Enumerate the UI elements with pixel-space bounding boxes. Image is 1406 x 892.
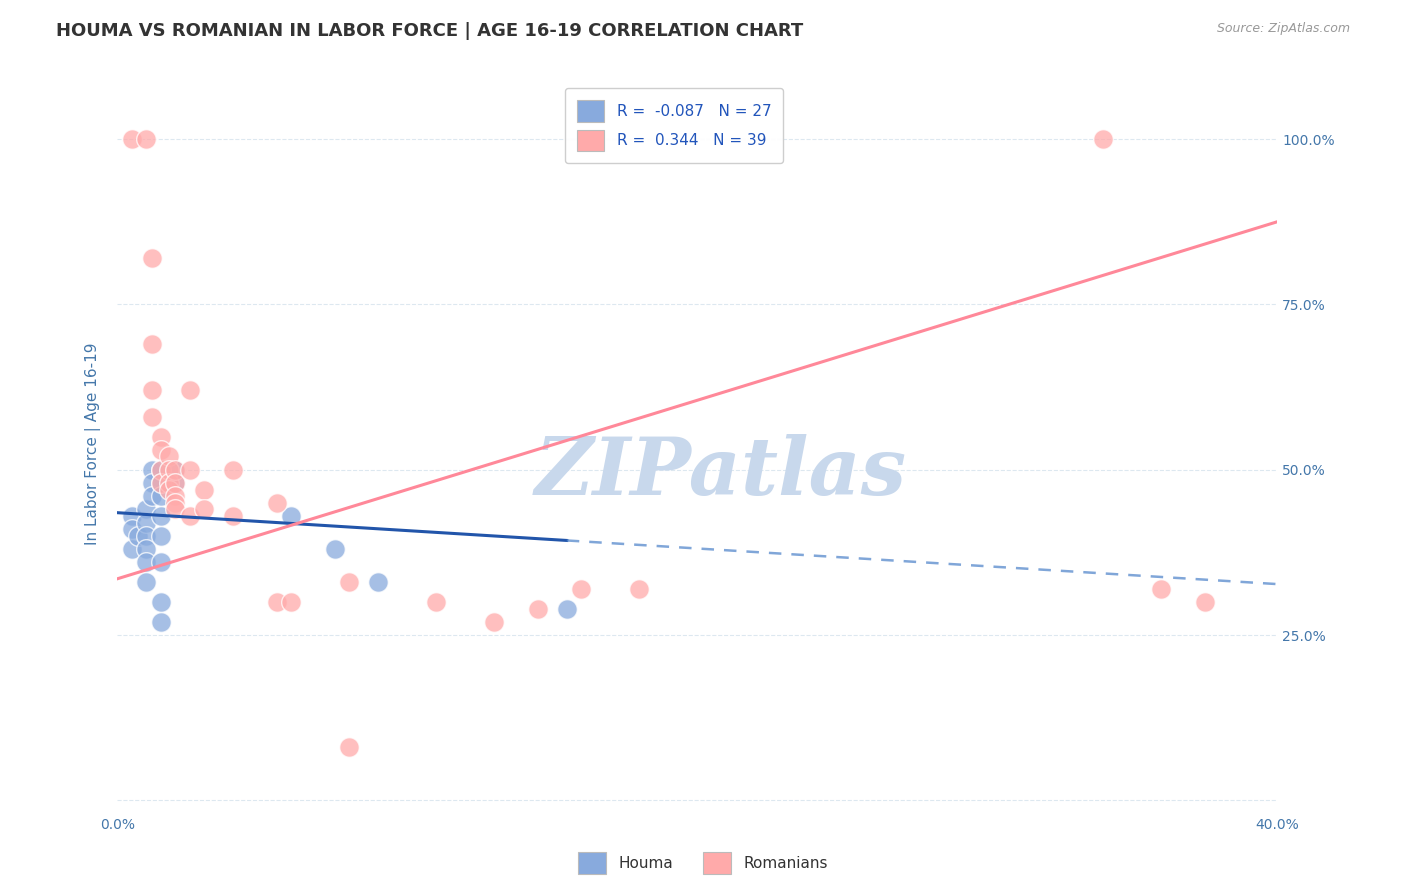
Point <box>135 542 157 557</box>
Point <box>165 475 187 490</box>
Point <box>149 615 172 629</box>
Point <box>526 601 548 615</box>
Point <box>193 483 215 497</box>
Y-axis label: In Labor Force | Age 16-19: In Labor Force | Age 16-19 <box>86 342 101 544</box>
Point <box>569 582 592 596</box>
Point <box>121 132 143 146</box>
Point <box>165 475 187 490</box>
Point <box>149 463 172 477</box>
Point <box>337 575 360 590</box>
Point <box>141 337 163 351</box>
Point <box>159 483 181 497</box>
Point <box>149 508 172 523</box>
Point <box>135 575 157 590</box>
Point <box>149 475 172 490</box>
Point <box>222 508 245 523</box>
Legend: Houma, Romanians: Houma, Romanians <box>572 846 834 880</box>
Point <box>165 463 187 477</box>
Point <box>1194 595 1216 609</box>
Point <box>222 463 245 477</box>
Point <box>280 595 302 609</box>
Point <box>141 489 163 503</box>
Text: HOUMA VS ROMANIAN IN LABOR FORCE | AGE 16-19 CORRELATION CHART: HOUMA VS ROMANIAN IN LABOR FORCE | AGE 1… <box>56 22 803 40</box>
Text: Source: ZipAtlas.com: Source: ZipAtlas.com <box>1216 22 1350 36</box>
Point <box>266 595 288 609</box>
Point <box>141 251 163 265</box>
Point <box>135 132 157 146</box>
Point <box>165 496 187 510</box>
Point <box>1092 132 1115 146</box>
Point <box>127 529 149 543</box>
Point <box>141 384 163 398</box>
Point <box>165 502 187 516</box>
Point <box>149 555 172 569</box>
Point <box>135 529 157 543</box>
Point <box>135 502 157 516</box>
Point <box>165 463 187 477</box>
Point <box>121 522 143 536</box>
Point <box>323 542 346 557</box>
Point <box>135 555 157 569</box>
Point <box>159 463 181 477</box>
Point <box>149 430 172 444</box>
Point <box>165 489 187 503</box>
Point <box>1150 582 1173 596</box>
Point <box>628 582 651 596</box>
Point <box>141 409 163 424</box>
Point <box>141 463 163 477</box>
Point <box>179 508 201 523</box>
Legend: R =  -0.087   N = 27, R =  0.344   N = 39: R = -0.087 N = 27, R = 0.344 N = 39 <box>565 88 783 163</box>
Point <box>159 450 181 464</box>
Point <box>149 529 172 543</box>
Point <box>121 508 143 523</box>
Point <box>149 463 172 477</box>
Point <box>337 740 360 755</box>
Point <box>149 442 172 457</box>
Text: ZIPatlas: ZIPatlas <box>534 434 907 512</box>
Point <box>149 489 172 503</box>
Point <box>135 516 157 530</box>
Point <box>179 384 201 398</box>
Point <box>367 575 389 590</box>
Point <box>149 475 172 490</box>
Point <box>121 542 143 557</box>
Point <box>159 475 181 490</box>
Point <box>266 496 288 510</box>
Point <box>280 508 302 523</box>
Point <box>425 595 447 609</box>
Point <box>484 615 506 629</box>
Point <box>555 601 578 615</box>
Point <box>179 463 201 477</box>
Point <box>193 502 215 516</box>
Point <box>149 595 172 609</box>
Point <box>141 475 163 490</box>
